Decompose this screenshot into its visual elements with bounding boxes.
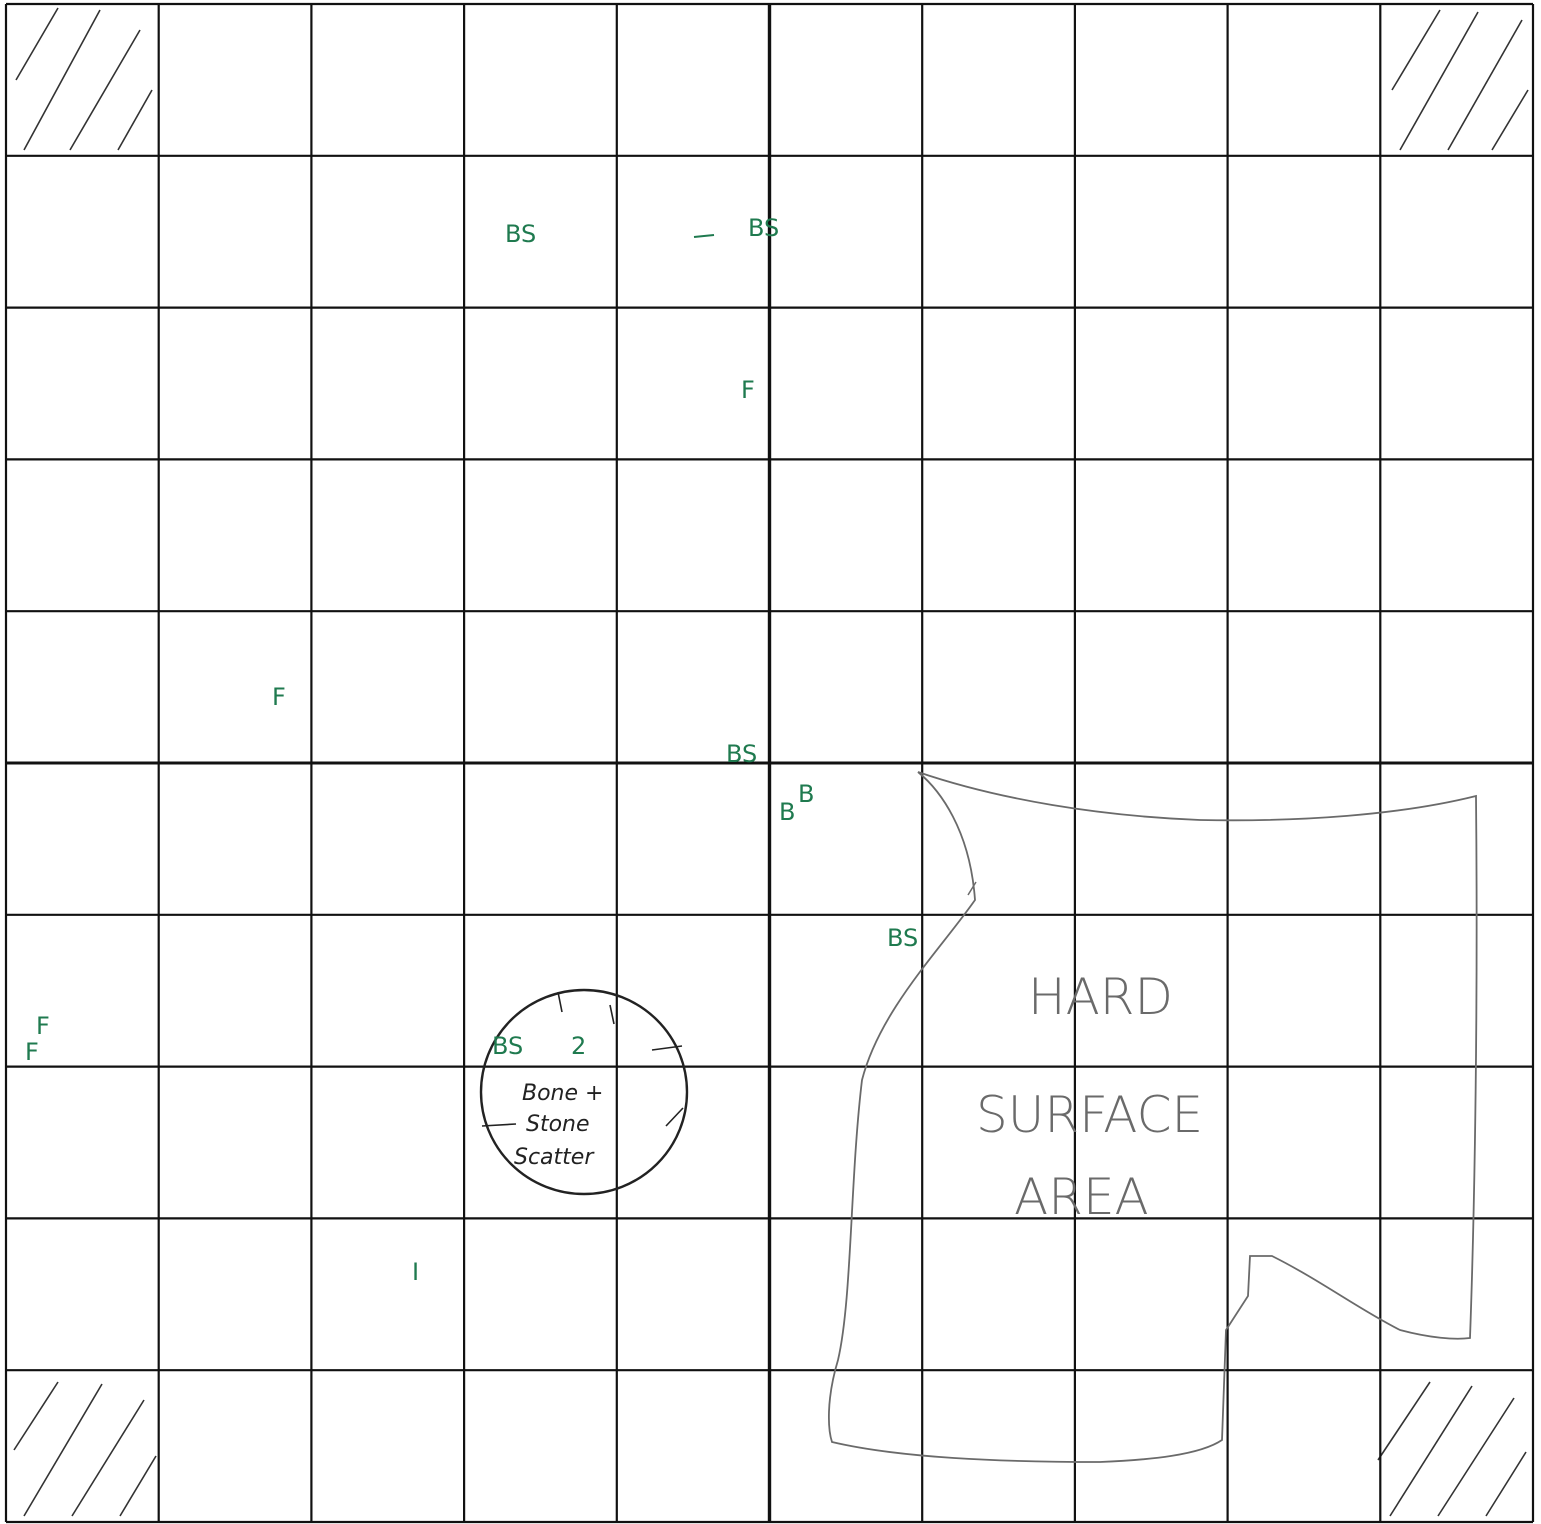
hard-surface-outline (828, 771, 1478, 1463)
f-marker: F (272, 683, 286, 711)
scatter-tick (665, 1107, 684, 1127)
scatter-tick (609, 1004, 615, 1025)
count-marker: 2 (571, 1032, 586, 1060)
f-marker: F (36, 1012, 50, 1040)
bs-marker: BS (748, 214, 779, 242)
hatch-top-left (15, 7, 153, 151)
bs-marker: BS (492, 1032, 523, 1060)
hard-surface-inner-stroke (967, 881, 977, 896)
hard-surface-label-line1: HARD (1028, 968, 1173, 1026)
grid-lines (4, 2, 1535, 1524)
b-marker: B (798, 780, 814, 808)
dash-mark (693, 234, 715, 238)
hatch-bottom-right (1377, 1381, 1527, 1517)
hatched-corner-cells (13, 7, 1529, 1517)
hard-surface-label-line2: SURFACE (976, 1086, 1203, 1144)
scatter-label-line3: Scatter (514, 1145, 595, 1170)
scatter-tick (481, 1123, 517, 1127)
bs-marker: BS (887, 924, 918, 952)
i-marker: I (412, 1258, 419, 1286)
scatter-tick (651, 1045, 683, 1051)
scatter-label-line1: Bone + (522, 1081, 603, 1106)
bs-marker: BS (726, 740, 757, 768)
hatch-bottom-left (13, 1381, 157, 1517)
f-marker: F (25, 1038, 39, 1066)
bone-stone-scatter-feature (479, 988, 689, 1196)
bs-marker: BS (505, 220, 536, 248)
scatter-label-line2: Stone (526, 1112, 590, 1137)
scatter-circle (479, 988, 689, 1196)
scatter-tick (557, 991, 563, 1013)
hard-surface-label-line3: AREA (1014, 1168, 1149, 1226)
hatch-top-right (1391, 9, 1529, 151)
f-marker: F (741, 376, 755, 404)
labels: BS BS F F BS B B BS F F BS 2 I Bone + St… (25, 214, 1203, 1286)
b-marker: B (779, 798, 795, 826)
